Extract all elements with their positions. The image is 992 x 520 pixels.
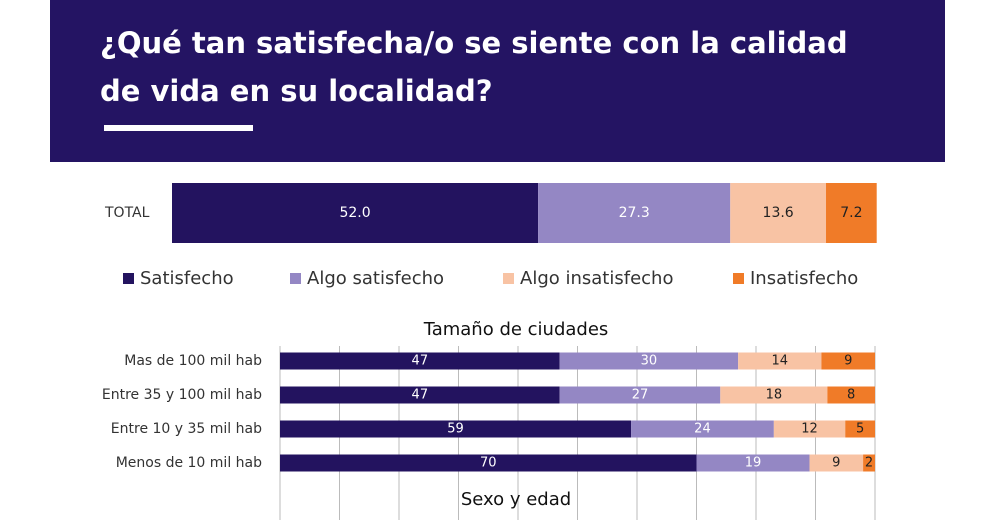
legend-label: Satisfecho xyxy=(140,268,234,289)
bar-segment xyxy=(280,420,632,438)
legend-label: Algo satisfecho xyxy=(307,268,444,289)
value-label: 5 xyxy=(856,422,864,437)
chart-title: Sexo y edad xyxy=(461,489,571,510)
bar-segment xyxy=(280,454,697,472)
bar-segment xyxy=(809,454,864,472)
bar-segment xyxy=(280,352,560,370)
title-underline xyxy=(104,125,253,131)
value-label: 13.6 xyxy=(763,205,794,221)
value-label: 14 xyxy=(772,354,789,369)
bar-segment xyxy=(773,420,846,438)
category-label: Menos de 10 mil hab xyxy=(116,455,262,471)
legend-label: Algo insatisfecho xyxy=(520,268,673,289)
bar-segment xyxy=(738,352,822,370)
title-line: de vida en su localidad? xyxy=(100,74,493,108)
bar-segment xyxy=(696,454,810,472)
value-label: 59 xyxy=(447,422,464,437)
value-label: 9 xyxy=(832,456,840,471)
legend-label: Insatisfecho xyxy=(750,268,858,289)
value-label: 70 xyxy=(480,456,497,471)
legend-swatch xyxy=(503,273,514,284)
value-label: 27 xyxy=(632,388,649,403)
bar-segment xyxy=(631,420,774,438)
title-line: ¿Qué tan satisfecha/o se siente con la c… xyxy=(100,26,848,60)
legend-swatch xyxy=(123,273,134,284)
bar-segment xyxy=(821,352,875,370)
category-label: Mas de 100 mil hab xyxy=(124,353,262,369)
legend-swatch xyxy=(733,273,744,284)
category-label: Entre 35 y 100 mil hab xyxy=(102,387,262,403)
value-label: 27.3 xyxy=(619,205,650,221)
value-label: 9 xyxy=(844,354,852,369)
bar-segment xyxy=(559,352,739,370)
bar-segment xyxy=(826,183,877,243)
bar-segment xyxy=(730,183,827,243)
bar-segment xyxy=(280,386,560,404)
bar-segment xyxy=(827,386,875,404)
header-band xyxy=(50,0,945,162)
value-label: 19 xyxy=(745,456,762,471)
value-label: 8 xyxy=(847,388,855,403)
bar-segment xyxy=(863,454,875,472)
value-label: 2 xyxy=(865,456,873,471)
bar-segment xyxy=(172,183,539,243)
bar-segment xyxy=(845,420,875,438)
legend-swatch xyxy=(290,273,301,284)
chart-title: Tamaño de ciudades xyxy=(423,319,609,340)
category-label: TOTAL xyxy=(104,205,150,221)
value-label: 24 xyxy=(694,422,711,437)
value-label: 52.0 xyxy=(339,205,370,221)
value-label: 18 xyxy=(766,388,783,403)
value-label: 12 xyxy=(801,422,818,437)
bar-segment xyxy=(538,183,731,243)
value-label: 47 xyxy=(412,354,429,369)
category-label: Entre 10 y 35 mil hab xyxy=(111,421,262,437)
value-label: 7.2 xyxy=(840,205,862,221)
bar-segment xyxy=(720,386,828,404)
value-label: 30 xyxy=(641,354,658,369)
bar-segment xyxy=(559,386,721,404)
value-label: 47 xyxy=(412,388,429,403)
